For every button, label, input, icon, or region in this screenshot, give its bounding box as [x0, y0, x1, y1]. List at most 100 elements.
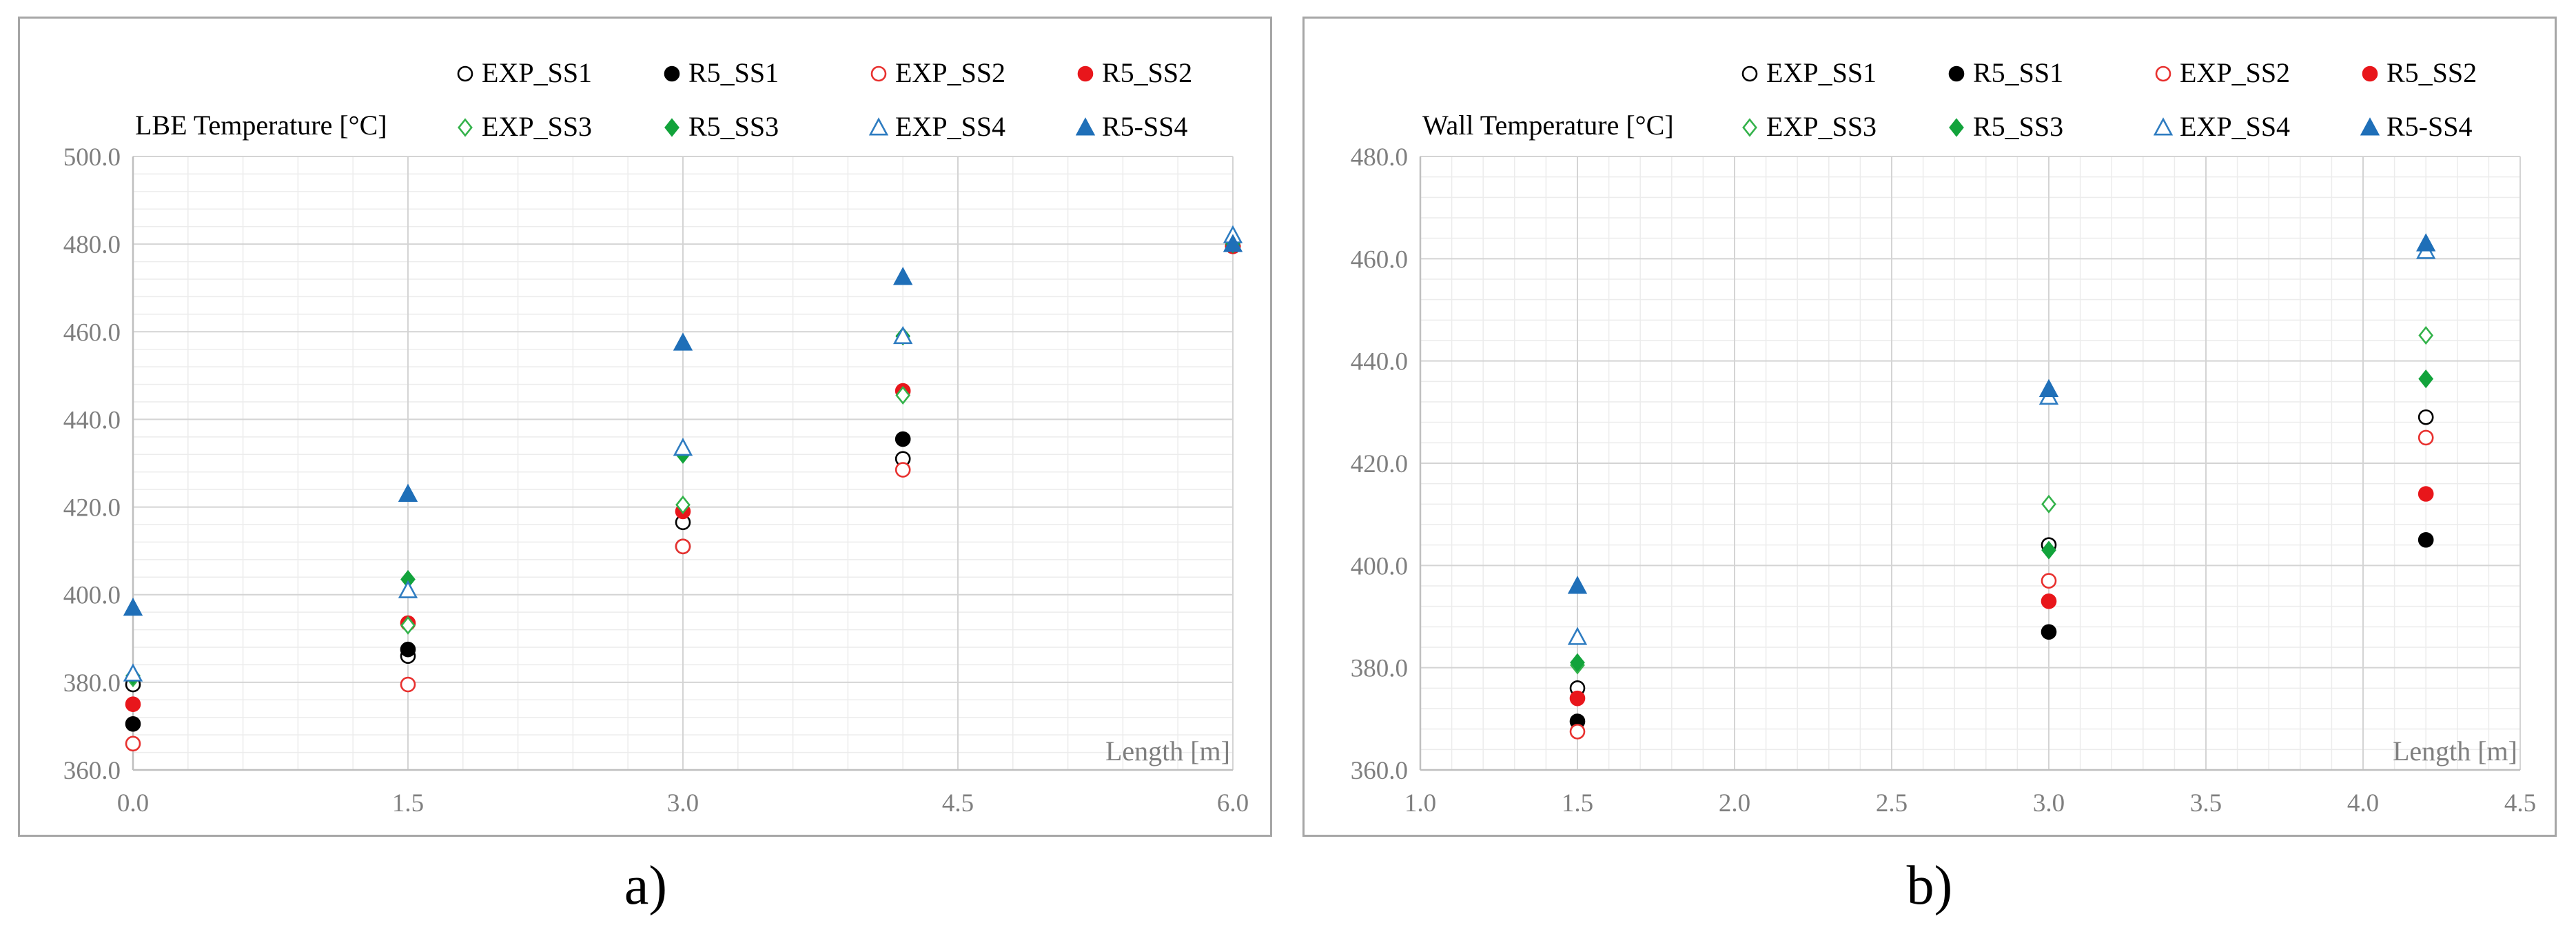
chart-b-point: [1567, 627, 1588, 645]
chart-panel-a: 360.0 380.0 400.0 420.0 440.0 460.0 480.0 500.0…: [18, 17, 1272, 837]
chart-a-legend-marker: [664, 65, 680, 82]
chart-a-x-tick-label: 1.5: [392, 789, 424, 818]
chart-b-legend-label: EXP_SS4: [2180, 111, 2290, 142]
chart-b-legend-label: R5_SS1: [1973, 57, 2063, 88]
chart-b-point: [2416, 233, 2436, 252]
chart-b-point: [2418, 326, 2434, 345]
chart-b-point: [2041, 624, 2057, 640]
chart-b-y-tick-label: 460.0: [1351, 245, 1408, 274]
chart-a-point: [400, 676, 416, 693]
chart-b-point: [2041, 593, 2057, 609]
chart-b-series-exp-ss1: [1569, 409, 2434, 696]
chart-b-x-tick-label: 1.0: [1404, 789, 1436, 818]
chart-a-legend-marker: [457, 65, 473, 82]
chart-a-x-tick-label: 3.0: [667, 789, 699, 818]
chart-a-point: [675, 538, 691, 555]
chart-b-point: [2041, 494, 2056, 514]
chart-a-point: [893, 267, 913, 285]
chart-a-y-tick-label: 400.0: [63, 582, 121, 610]
chart-b-series-r5-ss2: [1569, 486, 2434, 707]
chart-a-x-axis-title: Length [m]: [1105, 735, 1230, 767]
chart-a-point: [675, 495, 691, 514]
chart-a-x-tick-label: 4.5: [942, 789, 974, 818]
chart-a-y-tick-label: 420.0: [63, 494, 121, 522]
chart-a-y-tick-label: 460.0: [63, 318, 121, 347]
chart-a-legend-label: EXP_SS4: [895, 111, 1005, 142]
chart-a-x-tick-label: 0.0: [117, 789, 149, 818]
chart-b-legend-marker: [2153, 117, 2174, 136]
chart-b-point: [2417, 486, 2434, 502]
chart-a-svg: 360.0 380.0 400.0 420.0 440.0 460.0 480.0 500.0…: [63, 57, 1249, 818]
chart-a-y-axis-title: LBE Temperature [°C]: [135, 110, 387, 141]
chart-a-point: [893, 325, 913, 345]
chart-a-legend-marker: [868, 117, 889, 136]
chart-b-x-axis-title: Length [m]: [2393, 735, 2517, 767]
chart-a-point: [125, 696, 141, 712]
chart-a-point: [400, 641, 416, 658]
chart-a-point: [125, 735, 141, 752]
chart-a-y-tick-label: 500.0: [63, 143, 121, 172]
chart-b-point: [1569, 690, 1586, 707]
chart-a-legend-label: EXP_SS2: [895, 57, 1005, 88]
caption-b: b): [1906, 855, 1953, 916]
chart-b-legend-label: EXP_SS1: [1766, 57, 1877, 88]
chart-a-legend-label: EXP_SS1: [482, 57, 592, 88]
chart-b-y-tick-label: 480.0: [1351, 143, 1408, 172]
chart-b-grid: [1420, 156, 2521, 771]
chart-a-point: [673, 332, 693, 351]
chart-b-point: [2038, 378, 2059, 397]
chart-b-legend-label: R5_SS2: [2386, 57, 2477, 88]
chart-a-point: [895, 462, 911, 478]
chart-a-legend-label: EXP_SS3: [482, 111, 592, 142]
chart-b-x-tick-label: 4.5: [2504, 789, 2536, 818]
chart-a-series-exp-ss4: [123, 225, 1243, 682]
chart-b-series-exp-ss3: [1570, 326, 2434, 675]
chart-b-point: [1570, 653, 1585, 672]
chart-a-legend-label: R5_SS2: [1102, 57, 1192, 88]
chart-a-legend-label: R5-SS4: [1102, 111, 1188, 142]
chart-a-point: [1223, 234, 1243, 252]
chart-b-x-tick-label: 3.5: [2190, 789, 2222, 818]
chart-a-legend-label: R5_SS1: [688, 57, 779, 88]
chart-a-grid: [132, 156, 1234, 771]
chart-a-legend-marker: [1075, 117, 1096, 136]
chart-a-legend-marker: [870, 65, 887, 82]
chart-a-y-tick-label: 380.0: [63, 669, 121, 698]
chart-a-point: [895, 385, 911, 405]
chart-a-legend: EXP_SS1 R5_SS1 EXP_SS2 R5_SS2 EXP_SS3 R5_SS3 E…: [457, 57, 1192, 142]
chart-b-point: [2417, 409, 2434, 425]
chart-b-y-tick-label: 360.0: [1351, 757, 1408, 785]
chart-b-legend-marker: [1949, 118, 1964, 137]
chart-a-point: [123, 598, 143, 616]
chart-b-svg: 360.0 380.0 400.0 420.0 440.0 460.0 480.0 1.0 1.…: [1351, 57, 2536, 818]
chart-b-point: [2418, 369, 2434, 389]
chart-b-legend-marker: [1741, 65, 1758, 82]
chart-a-point: [400, 616, 416, 635]
chart-a-point: [895, 431, 911, 447]
chart-a-legend-marker: [1077, 65, 1094, 82]
chart-b-legend-label: R5_SS3: [1973, 111, 2063, 142]
chart-b-x-tick-label: 2.5: [1876, 789, 1908, 818]
chart-a-legend-label: R5_SS3: [688, 111, 779, 142]
chart-b-legend-marker: [2155, 65, 2171, 82]
chart-b-point: [2417, 429, 2434, 446]
chart-b-series-exp-ss4: [1567, 241, 2436, 645]
chart-b-y-tick-label: 440.0: [1351, 348, 1408, 376]
chart-a-point: [398, 483, 418, 502]
chart-b-series-r5-ss4: [1567, 233, 2436, 594]
chart-a-y-tick-label: 360.0: [63, 757, 121, 785]
chart-b-x-tick-label: 1.5: [1562, 789, 1593, 818]
chart-a-legend-marker: [458, 118, 473, 137]
chart-panel-b: 360.0 380.0 400.0 420.0 440.0 460.0 480.0 1.0 1.…: [1302, 17, 2557, 837]
chart-b-point: [2417, 531, 2434, 548]
chart-b-legend-marker: [1948, 65, 1965, 82]
chart-b-legend-label: EXP_SS2: [2180, 57, 2290, 88]
chart-b-series-r5-ss3: [1570, 369, 2434, 672]
chart-b-y-axis-title: Wall Temperature [°C]: [1422, 110, 1674, 141]
chart-b-point: [2041, 573, 2057, 589]
chart-b-x-tick-label: 2.0: [1719, 789, 1750, 818]
caption-a: a): [624, 855, 668, 916]
chart-b-point: [2041, 540, 2056, 560]
chart-b-legend-marker: [2362, 65, 2378, 82]
chart-a-point: [125, 715, 141, 732]
